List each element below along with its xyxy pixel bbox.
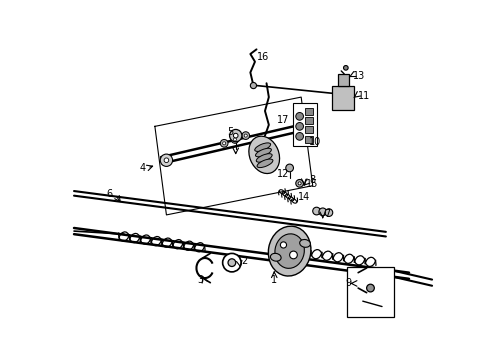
Bar — [338, 74, 349, 86]
Text: 5: 5 — [227, 127, 233, 137]
Text: 4: 4 — [140, 163, 146, 173]
Circle shape — [222, 253, 241, 272]
Circle shape — [220, 139, 228, 147]
Circle shape — [244, 134, 247, 137]
Circle shape — [298, 182, 301, 185]
Circle shape — [222, 142, 226, 145]
Bar — [347, 266, 393, 316]
Circle shape — [319, 208, 327, 216]
Circle shape — [280, 242, 287, 248]
Ellipse shape — [269, 226, 311, 276]
Text: 7: 7 — [324, 209, 331, 219]
Circle shape — [164, 158, 169, 163]
Circle shape — [313, 207, 320, 215]
Circle shape — [231, 136, 239, 143]
Text: 12: 12 — [276, 169, 289, 179]
Text: 16: 16 — [257, 52, 270, 62]
Text: 13: 13 — [353, 71, 365, 81]
Circle shape — [250, 82, 257, 89]
Circle shape — [242, 132, 249, 139]
Circle shape — [286, 164, 294, 172]
Circle shape — [290, 251, 297, 259]
Text: 15: 15 — [306, 179, 318, 189]
Circle shape — [160, 154, 172, 166]
Ellipse shape — [300, 239, 310, 247]
Bar — [305, 117, 313, 124]
Text: 17: 17 — [276, 115, 289, 125]
Ellipse shape — [257, 159, 273, 168]
Bar — [305, 126, 313, 133]
Ellipse shape — [270, 253, 281, 261]
Text: 14: 14 — [298, 192, 310, 202]
Text: 9: 9 — [346, 278, 352, 288]
Bar — [305, 136, 313, 143]
Circle shape — [343, 66, 348, 70]
Circle shape — [228, 259, 236, 266]
Circle shape — [367, 284, 374, 292]
Ellipse shape — [255, 143, 270, 152]
Text: 11: 11 — [358, 91, 370, 100]
Ellipse shape — [249, 136, 280, 174]
Text: 1: 1 — [271, 275, 277, 285]
Ellipse shape — [296, 122, 303, 130]
Text: 6: 6 — [106, 189, 113, 199]
Bar — [294, 103, 317, 145]
Text: 2: 2 — [241, 256, 247, 266]
Ellipse shape — [255, 148, 271, 157]
Ellipse shape — [296, 112, 303, 120]
Circle shape — [233, 138, 237, 141]
Circle shape — [325, 209, 333, 216]
Text: 3: 3 — [197, 275, 203, 285]
Ellipse shape — [296, 132, 303, 140]
Circle shape — [229, 130, 242, 142]
Ellipse shape — [256, 154, 272, 162]
Bar — [305, 108, 313, 115]
Text: 8: 8 — [309, 175, 315, 185]
Circle shape — [296, 180, 303, 187]
Text: 10: 10 — [309, 137, 321, 147]
Bar — [332, 86, 354, 110]
Ellipse shape — [275, 234, 304, 268]
Circle shape — [233, 133, 238, 138]
